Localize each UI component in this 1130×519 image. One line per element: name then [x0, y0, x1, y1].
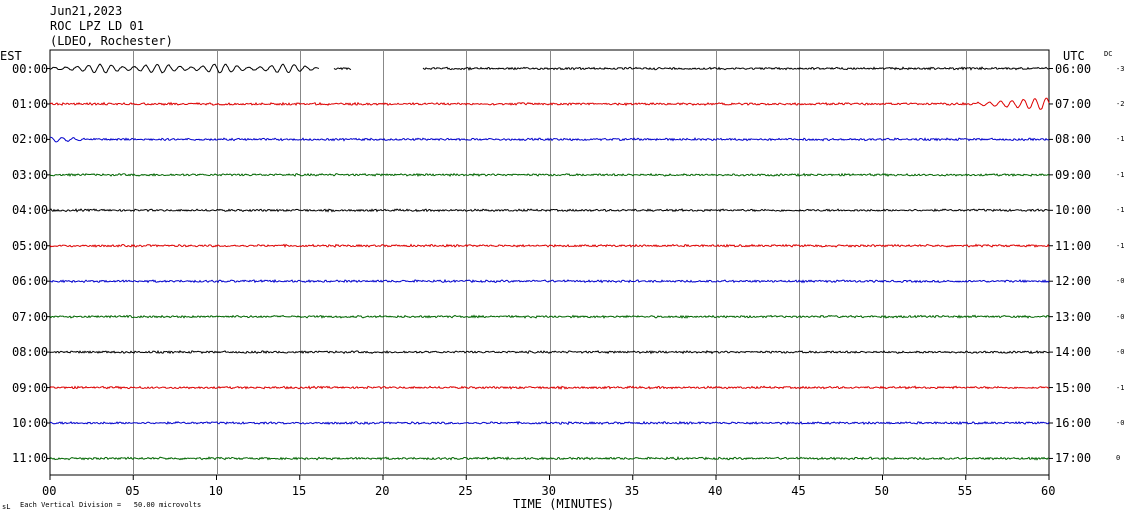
- network-name: (LDEO, Rochester): [50, 34, 173, 48]
- est-label-1100: 11:00: [12, 451, 49, 466]
- left-axis-title: EST: [0, 49, 22, 63]
- utc-label-1700: 17:00: [1055, 451, 1092, 466]
- dc-label-row-3: -1: [1116, 170, 1125, 179]
- x-tick-label-45: 45: [791, 484, 806, 498]
- x-tick-label-00: 00: [42, 484, 57, 498]
- est-label-0600: 06:00: [12, 274, 49, 289]
- utc-label-0900: 09:00: [1055, 167, 1092, 182]
- x-tick-label-30: 30: [541, 484, 556, 498]
- x-tick-label-60: 60: [1041, 484, 1056, 498]
- x-tick-label-20: 20: [375, 484, 390, 498]
- utc-label-0600: 06:00: [1055, 61, 1092, 76]
- x-tick-label-05: 05: [125, 484, 140, 498]
- est-label-1000: 10:00: [12, 416, 49, 430]
- trace-row-0800: [49, 350, 1049, 355]
- corner-mark: sL: [2, 503, 11, 511]
- x-tick-label-40: 40: [708, 484, 723, 498]
- dc-label-row-6: -0: [1116, 277, 1125, 286]
- dc-label-row-1: -2: [1116, 99, 1125, 108]
- est-label-0500: 05:00: [12, 238, 49, 253]
- est-label-0700: 07:00: [12, 309, 49, 324]
- trace-row-0300: [49, 172, 1050, 178]
- scale-note: Each Vertical Division = 50.00 microvolt…: [20, 501, 202, 509]
- utc-label-1500: 15:00: [1055, 380, 1092, 395]
- x-tick-label-10: 10: [208, 484, 223, 498]
- dc-label-row-5: -1: [1116, 241, 1125, 250]
- trace-row-0700: [49, 314, 1050, 319]
- x-tick-label-50: 50: [874, 484, 889, 498]
- trace-row-0900: [49, 385, 1049, 390]
- dc-label-row-0: -3: [1116, 64, 1125, 73]
- utc-label-1200: 12:00: [1055, 274, 1092, 289]
- x-axis-label: TIME (MINUTES): [513, 497, 615, 511]
- est-label-0800: 08:00: [12, 345, 49, 360]
- trace-row-1100: [49, 456, 1050, 461]
- dc-label-row-10: -0: [1116, 419, 1125, 427]
- trace-row-1000: [49, 420, 1050, 426]
- trace-row-0200: [49, 136, 1050, 143]
- dc-label-row-4: -1: [1116, 206, 1125, 215]
- est-label-0400: 04:00: [12, 203, 49, 218]
- x-tick-label-15: 15: [291, 484, 307, 498]
- trace-row-0400: [49, 208, 1049, 213]
- est-label-0100: 01:00: [12, 96, 49, 111]
- trace-row-0000: [49, 63, 1050, 74]
- trace-row-0600: [49, 278, 1050, 284]
- utc-label-1100: 11:00: [1055, 238, 1092, 253]
- utc-label-1300: 13:00: [1055, 309, 1092, 324]
- dc-title: DC: [1104, 50, 1113, 58]
- dc-label-row-9: -1: [1116, 383, 1125, 392]
- station-code: ROC LPZ LD 01: [50, 19, 144, 33]
- est-label-0900: 09:00: [12, 380, 49, 395]
- x-tick-label-25: 25: [458, 484, 473, 498]
- utc-label-1600: 16:00: [1055, 416, 1092, 430]
- dc-label-row-8: -0: [1116, 348, 1125, 357]
- utc-label-0700: 07:00: [1055, 96, 1092, 111]
- trace-row-0100: [49, 97, 1050, 110]
- right-axis-title: UTC: [1063, 49, 1085, 63]
- utc-label-1400: 14:00: [1055, 345, 1092, 360]
- record-date: Jun21,2023: [50, 4, 123, 18]
- dc-label-row-7: -0: [1116, 312, 1125, 321]
- est-label-0200: 02:00: [12, 132, 49, 147]
- utc-label-0800: 08:00: [1055, 132, 1092, 147]
- x-tick-label-35: 35: [624, 484, 640, 498]
- trace-row-0500: [49, 243, 1050, 248]
- plot-frame: [49, 49, 1050, 476]
- dc-label-row-2: -1: [1116, 135, 1125, 144]
- utc-label-1000: 10:00: [1055, 203, 1092, 218]
- est-label-0300: 03:00: [12, 167, 49, 182]
- dc-label-row-11: 0: [1116, 454, 1121, 463]
- est-label-0000: 00:00: [12, 61, 49, 76]
- x-tick-label-55: 55: [957, 484, 973, 498]
